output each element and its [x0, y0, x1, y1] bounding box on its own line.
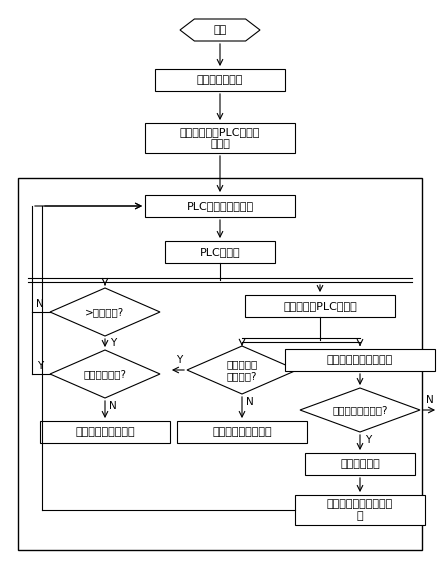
Text: PLC内计时: PLC内计时	[200, 247, 240, 257]
Text: N: N	[36, 299, 44, 309]
Text: 上位机自动发出清零信
号: 上位机自动发出清零信 号	[327, 499, 393, 521]
Text: 到达打印间隔时间?: 到达打印间隔时间?	[332, 405, 388, 415]
Text: Y: Y	[110, 338, 116, 348]
Text: Y: Y	[37, 361, 43, 371]
Text: 自动生成报表: 自动生成报表	[340, 459, 380, 469]
Text: Y: Y	[176, 355, 182, 365]
Bar	[285, 349, 435, 371]
Text: 上位机清零故障报警: 上位机清零故障报警	[75, 427, 135, 437]
Text: N: N	[426, 395, 434, 405]
Text: 每组设备运行时间相加: 每组设备运行时间相加	[327, 355, 393, 365]
Text: 上位机手动给PLC发出清
零信号: 上位机手动给PLC发出清 零信号	[180, 127, 260, 149]
Text: 上位机读取PLC内数据: 上位机读取PLC内数据	[283, 301, 357, 311]
Bar	[245, 295, 395, 317]
Polygon shape	[180, 19, 260, 41]
Text: N: N	[246, 397, 254, 407]
Text: 接收到通讯
检测信号?: 接收到通讯 检测信号?	[226, 359, 258, 381]
Text: PLC读取上位机参数: PLC读取上位机参数	[187, 201, 253, 211]
Text: Y: Y	[365, 435, 371, 445]
Bar	[305, 453, 415, 475]
Text: 上位机参数设置: 上位机参数设置	[197, 75, 243, 85]
Bar	[18, 178, 422, 550]
Polygon shape	[50, 288, 160, 336]
Polygon shape	[300, 388, 420, 432]
Bar	[295, 495, 425, 525]
Bar	[165, 241, 275, 263]
Text: >设定时间?: >设定时间?	[85, 307, 125, 317]
Bar	[177, 421, 307, 443]
Text: 上位机通讯故障报警: 上位机通讯故障报警	[212, 427, 272, 437]
Bar	[155, 69, 285, 91]
Polygon shape	[50, 350, 160, 398]
Text: 开始: 开始	[213, 25, 227, 35]
Polygon shape	[187, 346, 297, 394]
Bar	[145, 195, 295, 217]
Bar	[145, 123, 295, 153]
Bar	[40, 421, 170, 443]
Text: N: N	[109, 401, 117, 411]
Text: 获得清零信号?: 获得清零信号?	[84, 369, 127, 379]
